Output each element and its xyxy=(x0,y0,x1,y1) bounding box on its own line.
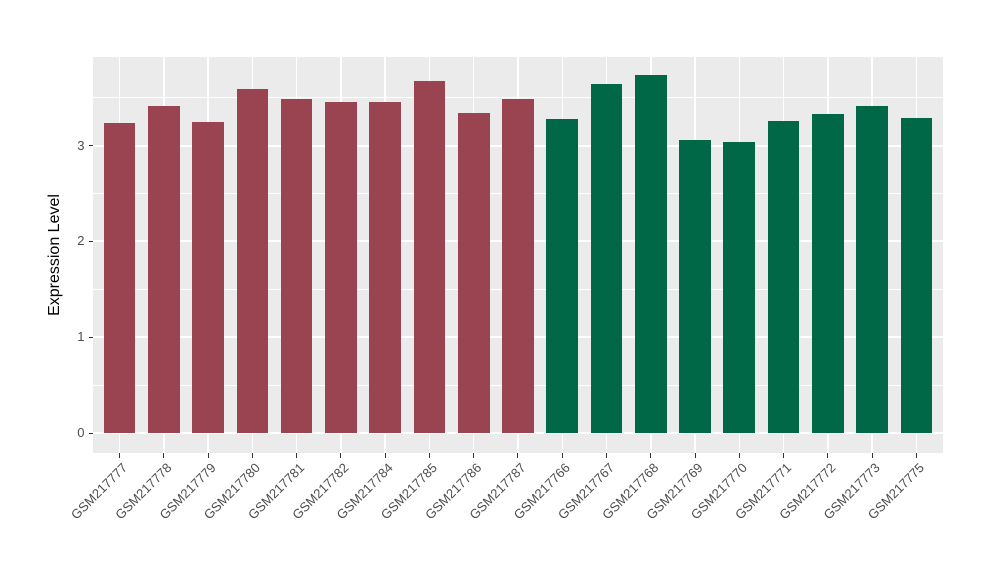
bar-GSM217769 xyxy=(679,139,711,433)
x-tick-mark xyxy=(871,453,873,458)
x-tick-mark xyxy=(650,453,652,458)
x-tick-mark xyxy=(340,453,342,458)
x-tick-mark xyxy=(517,453,519,458)
bar-GSM217773 xyxy=(856,106,888,433)
x-tick-mark xyxy=(296,453,298,458)
x-tick-mark xyxy=(384,453,386,458)
x-tick-mark xyxy=(738,453,740,458)
bar-GSM217775 xyxy=(900,117,933,433)
x-tick-mark xyxy=(694,453,696,458)
y-tick-mark xyxy=(88,432,93,434)
x-tick-mark xyxy=(561,453,563,458)
bar-GSM217781 xyxy=(280,98,313,433)
y-tick-label: 3 xyxy=(77,137,85,153)
bar-GSM217766 xyxy=(546,118,579,433)
y-tick-mark xyxy=(88,145,93,147)
x-tick-mark xyxy=(119,453,121,458)
x-tick-label: GSM217782 xyxy=(289,459,352,522)
x-tick-mark xyxy=(428,453,430,458)
x-tick-mark xyxy=(473,453,475,458)
x-tick-mark xyxy=(606,453,608,458)
bar-GSM217777 xyxy=(103,122,136,433)
plot-panel xyxy=(93,57,943,453)
bar-GSM217784 xyxy=(369,102,402,433)
y-tick-mark xyxy=(88,240,93,242)
bar-GSM217780 xyxy=(236,89,269,433)
bar-GSM217779 xyxy=(192,121,224,433)
y-tick-mark xyxy=(88,336,93,338)
bar-GSM217771 xyxy=(767,120,800,433)
y-tick-label: 0 xyxy=(77,425,85,440)
y-tick-label: 2 xyxy=(77,233,85,249)
bar-GSM217786 xyxy=(457,113,490,433)
y-tick-label: 1 xyxy=(77,329,85,345)
x-tick-mark xyxy=(207,453,209,458)
x-tick-mark xyxy=(915,453,917,458)
bar-GSM217768 xyxy=(634,74,667,433)
bar-GSM217778 xyxy=(147,106,180,433)
x-tick-mark xyxy=(251,453,253,458)
y-axis-title-text: Expression Level xyxy=(46,194,63,316)
bar-GSM217770 xyxy=(723,141,756,433)
x-tick-mark xyxy=(827,453,829,458)
bar-GSM217782 xyxy=(325,101,357,433)
bar-GSM217767 xyxy=(590,84,623,433)
bar-GSM217772 xyxy=(812,113,844,433)
x-tick-mark xyxy=(163,453,165,458)
bar-GSM217787 xyxy=(502,98,534,433)
x-tick-mark xyxy=(783,453,785,458)
y-axis-title: Expression Level xyxy=(38,57,72,453)
bar-GSM217785 xyxy=(413,81,446,433)
